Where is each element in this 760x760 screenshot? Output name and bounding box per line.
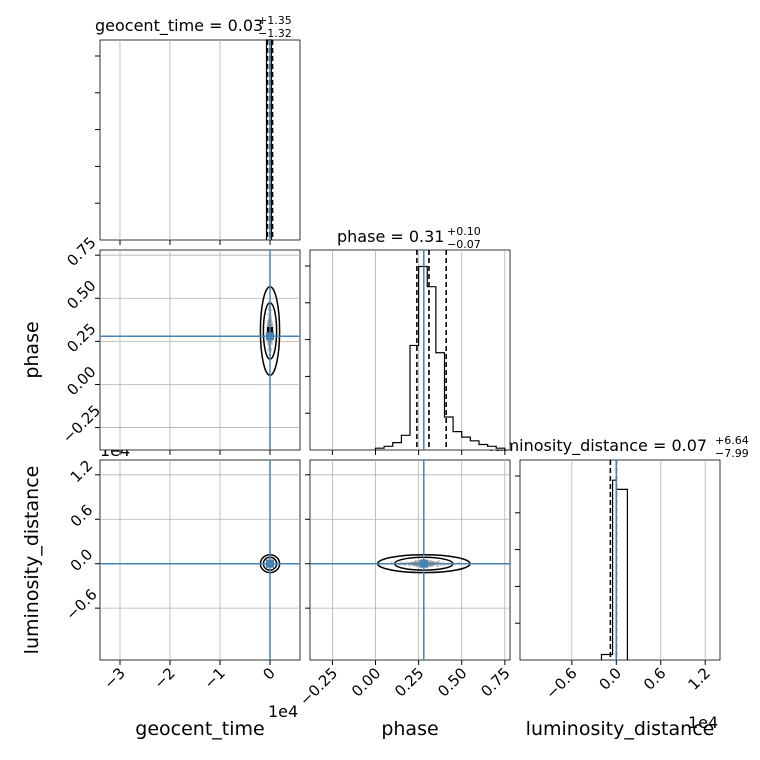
- scatter-point: [403, 563, 406, 567]
- tick-label-x-phase: 0.75: [477, 664, 513, 700]
- tick-label-y-phase: −0.25: [59, 401, 104, 446]
- tick-label-x-geocent-time: −2: [150, 664, 178, 692]
- scatter-point: [436, 564, 439, 568]
- title-phase-plus: +0.10: [447, 225, 481, 238]
- xlabel-phase: phase: [381, 718, 438, 740]
- truth-marker: [419, 559, 428, 568]
- scatter-point: [270, 308, 273, 312]
- tick-label-x-phase: 0.25: [391, 664, 427, 700]
- panel-hist-luminosity-distance: −0.6 0.0 0.6 1.2: [515, 459, 721, 703]
- tick-label-y-phase: 0.50: [63, 277, 99, 313]
- plot-frame: [99, 249, 301, 451]
- panel-hist-geocent-time: [95, 39, 301, 245]
- tick-label-x-geocent-time: −1: [200, 664, 228, 692]
- scatter-point: [390, 561, 393, 564]
- plot-frame: [309, 459, 511, 661]
- title-luminosity-distance: luminosity_distance = 0.07: [489, 436, 707, 456]
- scatter-point: [267, 349, 270, 352]
- tick-label-y-luminosity-distance: 0.6: [67, 501, 97, 531]
- scatter-point: [266, 312, 270, 315]
- scatter-point: [438, 560, 441, 563]
- scatter-point: [439, 564, 442, 567]
- tick-label-x-luminosity-distance: 0.0: [596, 664, 626, 694]
- tick-label-y-phase: 0.75: [63, 233, 99, 269]
- histogram-luminosity-distance: [600, 479, 629, 660]
- tick-label-x-luminosity-distance: −0.6: [542, 664, 580, 702]
- ylabel-luminosity-distance: luminosity_distance: [21, 466, 43, 655]
- scatter-point: [435, 561, 438, 564]
- plot-frame: [519, 459, 721, 661]
- scatter-point: [267, 342, 270, 345]
- tick-label-x-geocent-time: 0: [259, 664, 278, 683]
- histogram-phase: [374, 265, 506, 450]
- tick-label-x-phase: 0.00: [348, 664, 384, 700]
- truth-marker: [266, 332, 274, 341]
- tick-label-y-phase: 0.00: [63, 363, 99, 399]
- tick-label-x-luminosity-distance: 1.2: [684, 664, 714, 694]
- panel-2d-geocent-time-phase: −0.250.00 0.25 0.50 0.75: [59, 233, 301, 455]
- scatter-point: [436, 564, 439, 567]
- scatter-point: [436, 560, 439, 564]
- title-luminosity-distance-minus: −7.99: [715, 447, 749, 460]
- title-geocent-time: geocent_time = 0.03: [95, 16, 263, 36]
- title-luminosity-distance-plus: +6.64: [715, 434, 749, 447]
- scatter-point: [408, 564, 411, 568]
- offset-text-luminosity-distance-x: 1e4: [688, 713, 718, 732]
- title-geocent-time-plus: +1.35: [258, 14, 292, 27]
- scatter-point: [270, 315, 273, 318]
- tick-label-x-phase: 0.50: [434, 664, 470, 700]
- tick-label-y-luminosity-distance: −0.6: [62, 585, 100, 623]
- histogram-geocent-time: [265, 39, 273, 240]
- tick-label-y-luminosity-distance: 0.0: [67, 545, 97, 575]
- xlabel-luminosity-distance: luminosity_distance: [526, 718, 715, 740]
- truth-marker: [266, 559, 274, 568]
- tick-label-x-luminosity-distance: 0.6: [640, 664, 670, 694]
- tick-label-y-luminosity-distance: 1.2: [67, 456, 97, 486]
- panel-hist-phase: [305, 249, 511, 455]
- title-phase-minus: −0.07: [447, 238, 481, 251]
- title-phase: phase = 0.31: [337, 227, 444, 246]
- panel-2d-geocent-time-luminosity-distance: −3 −2 −1 0 −0.6 0.0 0.6 1.2: [62, 456, 301, 692]
- tick-label-x-phase: −0.25: [296, 664, 341, 709]
- panel-2d-phase-luminosity-distance: −0.25 0.00 0.25 0.50 0.75: [296, 459, 514, 709]
- scatter-point: [271, 342, 274, 346]
- scatter-point: [437, 560, 440, 563]
- offset-text-geocent-time-x: 1e4: [268, 702, 298, 721]
- title-geocent-time-minus: −1.32: [258, 27, 292, 40]
- tick-label-y-phase: 0.25: [63, 320, 99, 356]
- xlabel-geocent-time: geocent_time: [135, 718, 264, 740]
- scatter-point: [266, 342, 269, 345]
- ylabel-phase: phase: [21, 321, 43, 378]
- tick-label-x-geocent-time: −3: [100, 664, 128, 692]
